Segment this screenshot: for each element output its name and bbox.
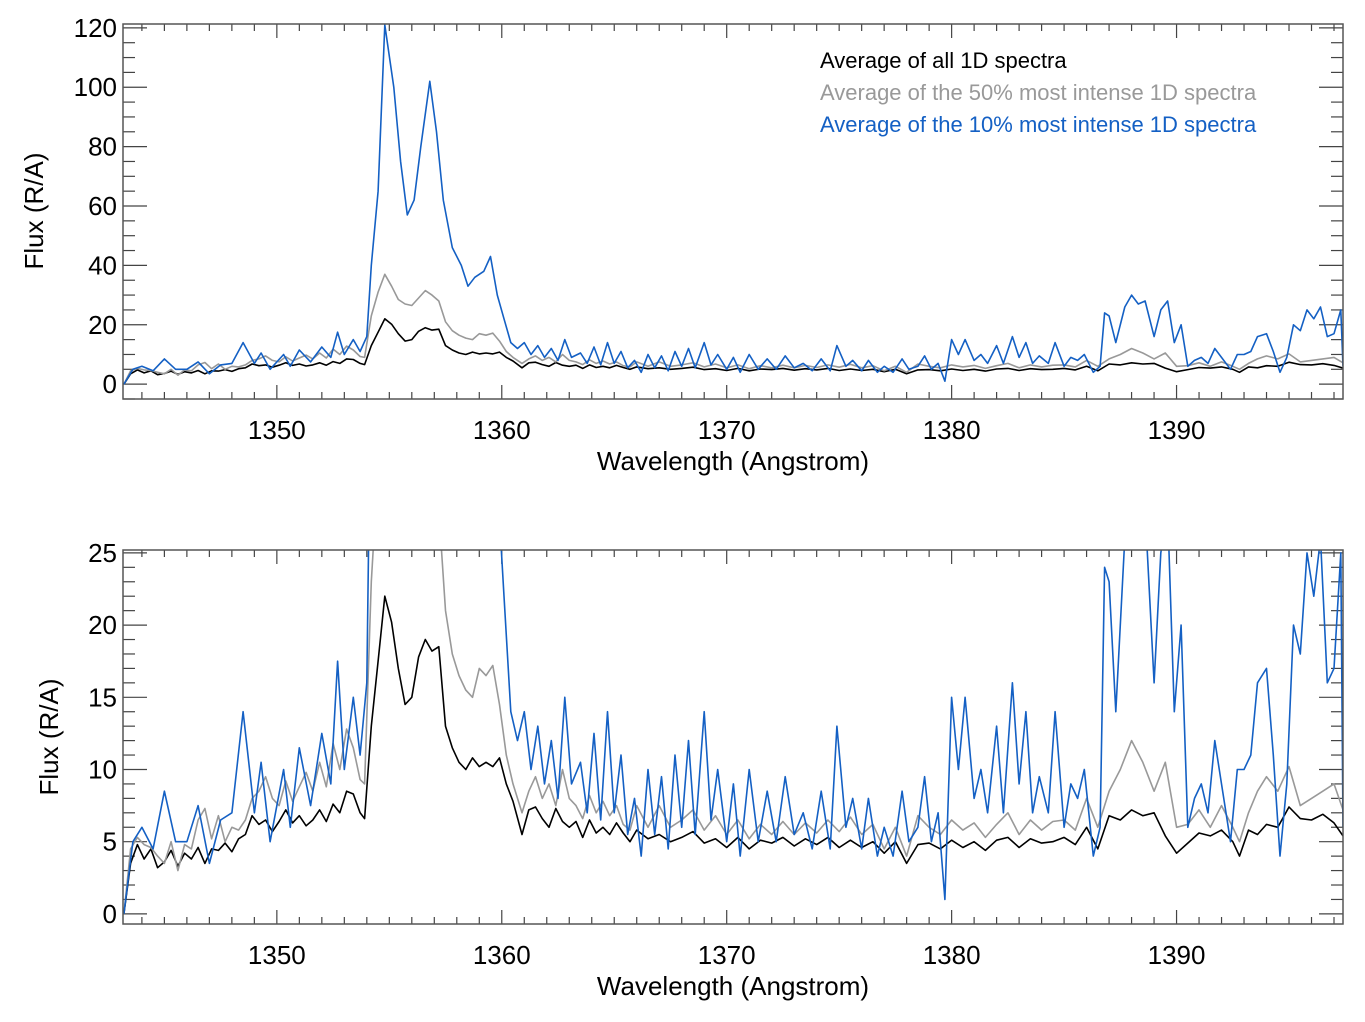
y-tick-label: 25 [88,538,117,568]
bottom-axis-ticks [123,550,1343,924]
y-tick-label: 40 [88,250,117,280]
x-tick-label: 1370 [698,940,756,970]
y-tick-label: 100 [74,72,117,102]
legend-entry-p50: Average of the 50% most intense 1D spect… [820,80,1257,105]
bottom-y-axis-title: Flux (R/A) [34,679,64,796]
x-tick-label: 1370 [698,415,756,445]
y-tick-label: 60 [88,191,117,221]
y-tick-label: 10 [88,754,117,784]
top-axis-ticks [123,24,1343,400]
series-line-p10 [123,550,1343,914]
y-tick-label: 20 [88,310,117,340]
series-line-all [123,318,1343,385]
top-plot-frame [122,23,1344,400]
series-line-all [123,595,1343,915]
bottom-x-axis-title: Wavelength (Angstrom) [597,971,869,1001]
x-tick-label: 1380 [923,415,981,445]
y-tick-label: 0 [103,899,117,929]
y-tick-label: 120 [74,13,117,43]
y-tick-label: 15 [88,682,117,712]
top-ytick-labels: 0 20 40 60 80 100 120 [74,13,117,399]
x-tick-label: 1360 [473,940,531,970]
series-line-p10 [123,24,1343,385]
bottom-panel: 0 5 10 15 20 25 1350 1360 1370 1380 1390 Waveleng… [34,538,1344,1001]
legend: Average of all 1D spectra Average of the… [820,48,1257,137]
top-panel: 0 20 40 60 80 100 120 1350 1360 1370 1380 1390 Wav… [19,13,1344,476]
series-line-p50 [123,550,1343,914]
x-tick-label: 1390 [1148,415,1206,445]
legend-entry-p10: Average of the 10% most intense 1D spect… [820,112,1257,137]
y-tick-label: 5 [103,827,117,857]
y-tick-label: 0 [103,369,117,399]
bottom-ytick-labels: 0 5 10 15 20 25 [88,538,117,929]
series-line-p50 [123,273,1343,385]
legend-entry-all: Average of all 1D spectra [820,48,1067,73]
x-tick-label: 1390 [1148,940,1206,970]
bottom-plot-frame [122,549,1344,925]
top-x-axis-title: Wavelength (Angstrom) [597,446,869,476]
x-tick-label: 1380 [923,940,981,970]
y-tick-label: 80 [88,132,117,162]
y-tick-label: 20 [88,610,117,640]
x-tick-label: 1350 [248,415,306,445]
bottom-xtick-labels: 1350 1360 1370 1380 1390 [248,940,1206,970]
top-series-lines [123,24,1343,385]
top-xtick-labels: 1350 1360 1370 1380 1390 [248,415,1206,445]
bottom-series-lines [123,550,1343,915]
x-tick-label: 1360 [473,415,531,445]
top-y-axis-title: Flux (R/A) [19,153,49,270]
x-tick-label: 1350 [248,940,306,970]
